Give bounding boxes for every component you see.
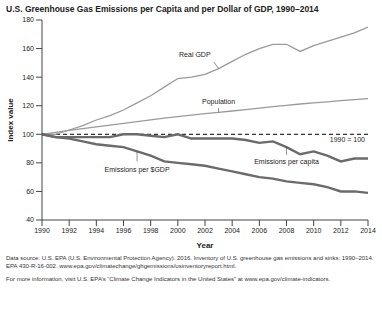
svg-text:140: 140: [22, 74, 34, 81]
svg-text:100: 100: [22, 131, 34, 138]
svg-text:Real GDP: Real GDP: [179, 51, 211, 58]
svg-text:2010: 2010: [306, 227, 322, 234]
svg-text:Index value: Index value: [8, 98, 15, 142]
svg-text:2006: 2006: [252, 227, 268, 234]
svg-text:2004: 2004: [224, 227, 240, 234]
svg-text:60: 60: [26, 188, 34, 195]
svg-text:80: 80: [26, 159, 34, 166]
svg-text:2012: 2012: [333, 227, 349, 234]
html-text:U.S. Greenhouse Gas Emissions: U.S. Greenhouse Gas Emissions per Capita…: [6, 4, 319, 14]
html-text:For more information, visit U.: For more information, visit U.S. EPA’s “…: [6, 276, 331, 282]
svg-text:Emissions per capita: Emissions per capita: [254, 158, 319, 166]
svg-text:2008: 2008: [279, 227, 295, 234]
svg-text:1998: 1998: [143, 227, 159, 234]
svg-text:180: 180: [22, 16, 34, 23]
svg-text:2000: 2000: [170, 227, 186, 234]
svg-text:160: 160: [22, 45, 34, 52]
svg-text:Population: Population: [202, 98, 235, 106]
svg-text:40: 40: [26, 216, 34, 223]
svg-text:1990 = 100: 1990 = 100: [330, 136, 365, 143]
svg-text:2014: 2014: [360, 227, 374, 234]
html-text:Data source: U.S. EPA (U.S. En: Data source: U.S. EPA (U.S. Environmenta…: [6, 255, 374, 269]
svg-text:120: 120: [22, 102, 34, 109]
svg-text:1994: 1994: [89, 227, 105, 234]
svg-text:1990: 1990: [34, 227, 50, 234]
svg-text:Emissions per $GDP: Emissions per $GDP: [105, 166, 170, 174]
svg-text:2002: 2002: [197, 227, 213, 234]
svg-text:1996: 1996: [116, 227, 132, 234]
svg-text:1992: 1992: [61, 227, 77, 234]
svg-text:Year: Year: [197, 241, 214, 250]
